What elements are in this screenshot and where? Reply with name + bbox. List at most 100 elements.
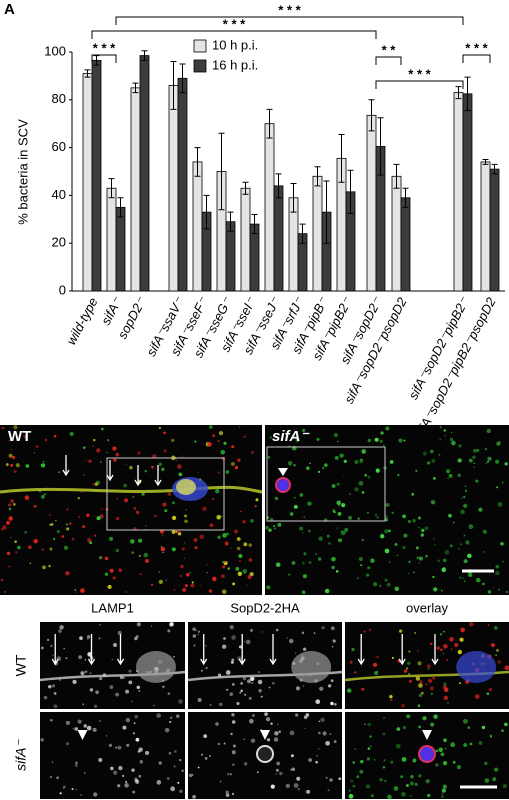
micrograph-spot	[4, 590, 6, 593]
micrograph-spot	[129, 465, 133, 470]
micrograph-spot	[498, 588, 500, 591]
bar	[168, 85, 179, 292]
micrograph-spot	[405, 667, 409, 670]
micrograph-spot	[370, 558, 375, 563]
micrograph-spot	[199, 534, 205, 540]
micrograph-spot	[464, 485, 467, 487]
micrograph-spot	[430, 449, 434, 454]
micrograph-spot	[89, 688, 94, 692]
micrograph-spot	[295, 686, 301, 691]
micrograph-spot	[222, 565, 226, 569]
bar	[106, 187, 117, 292]
micrograph-spot	[151, 465, 154, 469]
micrograph-spot	[231, 713, 235, 717]
panel-label: A	[4, 1, 15, 18]
y-tick-label: 80	[52, 91, 66, 106]
micrograph-spot	[122, 774, 125, 777]
micrograph-spot	[364, 723, 366, 725]
significance-label: * * *	[93, 40, 116, 55]
micrograph-spot	[99, 556, 103, 560]
micrograph-spot	[175, 530, 178, 533]
micrograph-spot	[389, 694, 393, 699]
micrograph-spot	[295, 713, 299, 717]
micrograph-spot	[250, 628, 253, 632]
micrograph-spot	[115, 692, 120, 697]
error-bar	[314, 166, 321, 187]
error-bar	[377, 117, 384, 176]
micrograph-spot	[150, 583, 154, 587]
micrograph-spot	[463, 580, 466, 583]
micrograph-spot	[457, 458, 462, 463]
error-bar	[132, 82, 139, 94]
micrograph-spot	[173, 588, 176, 591]
micrograph-spot	[444, 747, 447, 750]
arrowhead	[77, 730, 88, 740]
micrograph-spot	[101, 508, 103, 510]
micrograph-spot	[461, 497, 463, 499]
micrograph-spot	[46, 638, 50, 642]
micrograph-spot	[112, 446, 117, 451]
micrograph-spot	[301, 590, 306, 595]
micrograph-spot	[474, 694, 480, 699]
micrograph-spot	[33, 504, 37, 508]
micrograph-spot	[123, 483, 128, 488]
micrograph-spot	[329, 778, 333, 782]
micrograph-spot	[82, 446, 86, 449]
micrograph-spot	[240, 682, 243, 685]
micrograph-spot	[458, 444, 462, 448]
micrograph-spot	[230, 547, 233, 549]
micrograph-spot	[333, 740, 337, 743]
error-bar	[323, 180, 330, 244]
micrograph-spot	[438, 453, 441, 456]
micrograph-spot	[65, 657, 68, 660]
arrow	[431, 634, 439, 666]
micrograph-spot	[384, 578, 388, 582]
micrograph-spot	[162, 551, 164, 554]
micrograph-spot	[452, 521, 455, 524]
micrograph-spot	[89, 541, 93, 545]
micrograph-spot	[405, 784, 409, 787]
micrograph-spot	[364, 473, 368, 477]
micrograph-spot	[448, 473, 453, 478]
zoom-box	[266, 446, 386, 522]
micrograph-spot	[239, 560, 241, 562]
micrograph-spot	[351, 647, 355, 652]
micrograph-spot	[169, 721, 172, 724]
micrograph-spot	[50, 523, 54, 526]
micrograph-spot	[230, 732, 233, 736]
micrograph-spot	[220, 449, 226, 455]
micrograph-spot	[74, 727, 79, 731]
micrograph-spot	[468, 458, 473, 463]
micrograph-spot	[439, 753, 442, 756]
micrograph-spot	[177, 781, 180, 784]
micrograph-spot	[77, 719, 82, 724]
micrograph-spot	[138, 690, 141, 692]
significance-label: * * *	[465, 40, 488, 55]
micrograph-spot	[370, 794, 374, 798]
micrograph-spot	[449, 544, 453, 548]
micrograph-spot	[417, 704, 421, 708]
micrograph-spot	[232, 582, 236, 586]
micrograph-spot	[40, 495, 45, 499]
significance-bracket	[115, 16, 464, 25]
micrograph-spot	[167, 629, 171, 633]
bar	[480, 161, 491, 292]
micrograph-spot	[131, 700, 133, 702]
error-bar	[290, 182, 297, 213]
micrograph-spot	[83, 474, 85, 476]
error-bar	[455, 86, 462, 100]
micrograph-spot	[158, 462, 162, 466]
micrograph-spot	[132, 791, 134, 793]
micrograph-spot	[183, 542, 186, 544]
micrograph-spot	[188, 773, 193, 778]
micrograph-spot	[171, 530, 176, 534]
micrograph-spot	[397, 474, 400, 477]
micrograph-spot	[380, 534, 385, 539]
micrograph-spot	[225, 670, 231, 675]
micrograph-spot	[431, 502, 434, 504]
bar	[462, 93, 473, 292]
micrograph-spot	[488, 687, 493, 692]
micrograph-spot	[494, 767, 499, 772]
micrograph-spot	[418, 526, 420, 529]
